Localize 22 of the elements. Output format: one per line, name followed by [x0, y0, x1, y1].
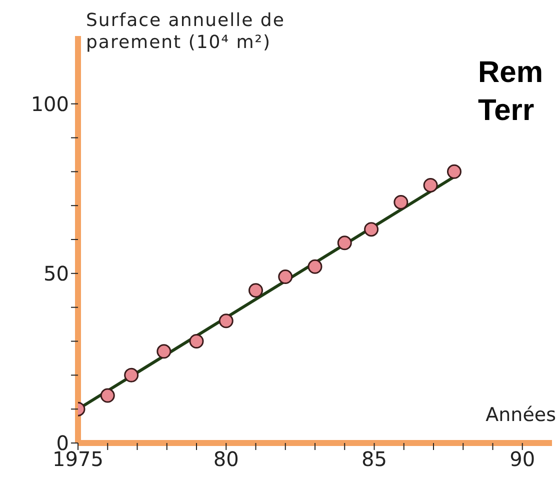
point — [364, 222, 379, 237]
annotation: Terr — [478, 93, 536, 129]
y-tick-label: 100 — [30, 92, 69, 116]
point — [100, 388, 115, 403]
annotation: Rem — [478, 55, 544, 91]
point — [308, 259, 322, 274]
point — [423, 178, 438, 192]
x-tick-label: 90 — [510, 447, 536, 472]
point — [248, 283, 263, 298]
x-tick-label: 80 — [213, 447, 239, 472]
point — [124, 368, 139, 382]
x-tick-label: 85 — [362, 447, 387, 472]
point — [278, 270, 293, 284]
y-axis-title: Surface annuelle de parement (10⁴ m²) — [86, 10, 286, 54]
point — [189, 334, 204, 348]
x-axis-title: Années — [486, 404, 556, 426]
point — [446, 164, 462, 179]
point — [156, 344, 172, 359]
point — [337, 236, 352, 250]
point — [394, 194, 408, 210]
point — [218, 314, 234, 328]
y-tick-label: 50 — [44, 261, 69, 286]
